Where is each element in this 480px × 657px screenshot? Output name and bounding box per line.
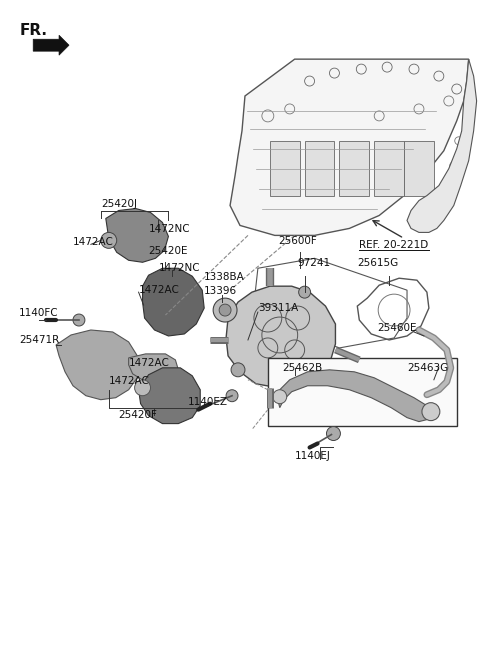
Text: 97241: 97241 xyxy=(298,258,331,268)
Text: 1338BA: 1338BA xyxy=(204,272,245,283)
Bar xyxy=(339,141,369,196)
Polygon shape xyxy=(278,370,431,422)
Text: 25471R: 25471R xyxy=(19,335,60,345)
Circle shape xyxy=(299,286,311,298)
Text: 1472AC: 1472AC xyxy=(139,285,180,295)
Circle shape xyxy=(326,426,340,441)
Bar xyxy=(374,141,404,196)
Polygon shape xyxy=(230,59,468,235)
Polygon shape xyxy=(106,208,168,262)
Circle shape xyxy=(231,363,245,377)
Text: 25420J: 25420J xyxy=(101,198,137,208)
Circle shape xyxy=(273,390,287,403)
Text: REF. 20-221D: REF. 20-221D xyxy=(360,240,429,250)
Polygon shape xyxy=(33,35,69,55)
Circle shape xyxy=(101,233,117,248)
Text: 1472AC: 1472AC xyxy=(129,358,169,368)
Circle shape xyxy=(134,380,151,396)
Text: 1140EZ: 1140EZ xyxy=(188,397,228,407)
Text: 1140FC: 1140FC xyxy=(19,308,59,318)
Polygon shape xyxy=(56,330,139,399)
Circle shape xyxy=(219,304,231,316)
Polygon shape xyxy=(129,354,179,384)
Circle shape xyxy=(422,403,440,420)
Polygon shape xyxy=(143,268,204,336)
Text: FR.: FR. xyxy=(19,23,48,38)
Polygon shape xyxy=(407,59,477,233)
Bar xyxy=(404,141,434,196)
Bar xyxy=(305,141,335,196)
Text: 25420F: 25420F xyxy=(119,410,157,420)
Text: 25460E: 25460E xyxy=(377,323,417,333)
Text: 25600F: 25600F xyxy=(278,237,316,246)
Polygon shape xyxy=(139,368,200,424)
Text: 1472NC: 1472NC xyxy=(158,263,200,273)
Text: 13396: 13396 xyxy=(204,286,237,296)
Text: 1472NC: 1472NC xyxy=(148,225,190,235)
Text: 1472AC: 1472AC xyxy=(73,237,114,248)
Text: 1140EJ: 1140EJ xyxy=(295,451,331,461)
Bar xyxy=(270,141,300,196)
Text: 1472AC: 1472AC xyxy=(109,376,150,386)
Text: 25463G: 25463G xyxy=(407,363,448,373)
Bar xyxy=(268,358,457,426)
Text: 25420E: 25420E xyxy=(148,246,188,256)
Text: 25615G: 25615G xyxy=(357,258,398,268)
Polygon shape xyxy=(226,286,336,388)
Circle shape xyxy=(73,314,85,326)
Circle shape xyxy=(213,298,237,322)
Circle shape xyxy=(226,390,238,401)
Text: 39311A: 39311A xyxy=(258,303,298,313)
Text: 25462B: 25462B xyxy=(282,363,322,373)
